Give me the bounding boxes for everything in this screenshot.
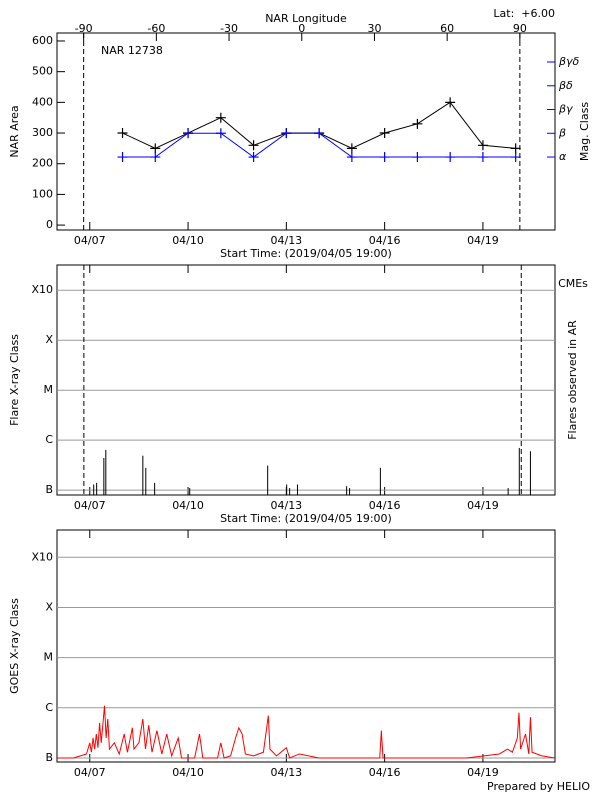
y-tick-label: X [45, 600, 53, 613]
y-tick-label: 0 [46, 218, 53, 231]
x-tick-label: 04/16 [369, 234, 401, 247]
point-marker [412, 118, 423, 129]
point-marker [445, 152, 456, 163]
point-marker [379, 152, 390, 163]
latitude: Lat: +6.00 [493, 7, 555, 20]
y-tick-label: X10 [31, 550, 53, 563]
y-tick-label: X [45, 333, 53, 346]
y-tick-label: M [44, 651, 54, 664]
x2-tick-label: -60 [147, 22, 165, 35]
x-tick-label: 04/10 [172, 499, 204, 512]
credit: Prepared by HELIO [487, 780, 590, 793]
y-tick-label: 600 [32, 34, 53, 47]
chart-title: NAR 12738 [101, 44, 163, 57]
y-axis-label: Flare X-ray Class [8, 334, 21, 426]
series-line [57, 705, 556, 759]
y2-tick-label: βγδ [558, 55, 580, 68]
y-tick-label: 300 [32, 126, 53, 139]
point-marker [183, 128, 194, 139]
x-tick-label: 04/10 [172, 234, 204, 247]
point-marker [150, 152, 161, 163]
y2-tick-label: βγ [558, 103, 573, 116]
y2-axis-label: Flares observed in AR [566, 320, 579, 440]
point-marker [379, 128, 390, 139]
point-marker [477, 140, 488, 151]
y-tick-label: X10 [31, 283, 53, 296]
point-marker [412, 152, 423, 163]
y-tick-label: 100 [32, 187, 53, 200]
y-tick-label: B [45, 483, 53, 496]
x2-tick-label: 0 [298, 22, 305, 35]
y-tick-label: 500 [32, 65, 53, 78]
point-marker [445, 97, 456, 108]
x-tick-label: 04/07 [74, 766, 106, 779]
series-line [122, 101, 516, 149]
cme-label: CMEs [558, 277, 588, 290]
panel-frame [56, 32, 556, 231]
x2-tick-label: 60 [440, 22, 454, 35]
y2-axis-label: Mag. Class [578, 102, 591, 161]
y-tick-label: C [45, 433, 53, 446]
x-tick-label: 04/16 [369, 499, 401, 512]
point-marker [117, 152, 128, 163]
x2-tick-label: -90 [75, 22, 93, 35]
x-tick-label: 04/07 [74, 234, 106, 247]
y-tick-label: B [45, 751, 53, 764]
point-marker [314, 128, 325, 139]
x-tick-label: 04/19 [467, 499, 499, 512]
point-marker [281, 128, 292, 139]
y-axis-label: GOES X-ray Class [8, 598, 21, 694]
y2-tick-label: β [558, 126, 566, 139]
x-tick-label: 04/19 [467, 766, 499, 779]
x-tick-label: 04/13 [270, 766, 302, 779]
x-axis-label: Start Time: (2019/04/05 19:00) [220, 512, 392, 525]
x2-axis-label: NAR Longitude [265, 12, 347, 25]
point-marker [346, 152, 357, 163]
point-marker [150, 143, 161, 154]
x-tick-label: 04/07 [74, 499, 106, 512]
point-marker [215, 128, 226, 139]
y2-tick-label: α [559, 150, 567, 163]
point-marker [346, 143, 357, 154]
point-marker [510, 152, 521, 163]
x-tick-label: 04/13 [270, 234, 302, 247]
y-tick-label: C [45, 701, 53, 714]
point-marker [248, 140, 259, 151]
x-axis-label: Start Time: (2019/04/05 19:00) [220, 247, 392, 260]
point-marker [248, 152, 259, 163]
y-tick-label: M [44, 383, 54, 396]
panel-frame [56, 529, 556, 763]
point-marker [117, 128, 128, 139]
point-marker [510, 143, 521, 154]
x2-tick-label: 90 [513, 22, 527, 35]
x-tick-label: 04/16 [369, 766, 401, 779]
point-marker [477, 152, 488, 163]
x-tick-label: 04/19 [467, 234, 499, 247]
y-axis-label: NAR Area [8, 105, 21, 157]
x-tick-label: 04/13 [270, 499, 302, 512]
y-tick-label: 200 [32, 157, 53, 170]
panel-frame [56, 264, 556, 496]
y-tick-label: 400 [32, 95, 53, 108]
y2-tick-label: βδ [558, 79, 573, 92]
x2-tick-label: -30 [220, 22, 238, 35]
point-marker [215, 112, 226, 123]
x-tick-label: 04/10 [172, 766, 204, 779]
x2-tick-label: 30 [367, 22, 381, 35]
